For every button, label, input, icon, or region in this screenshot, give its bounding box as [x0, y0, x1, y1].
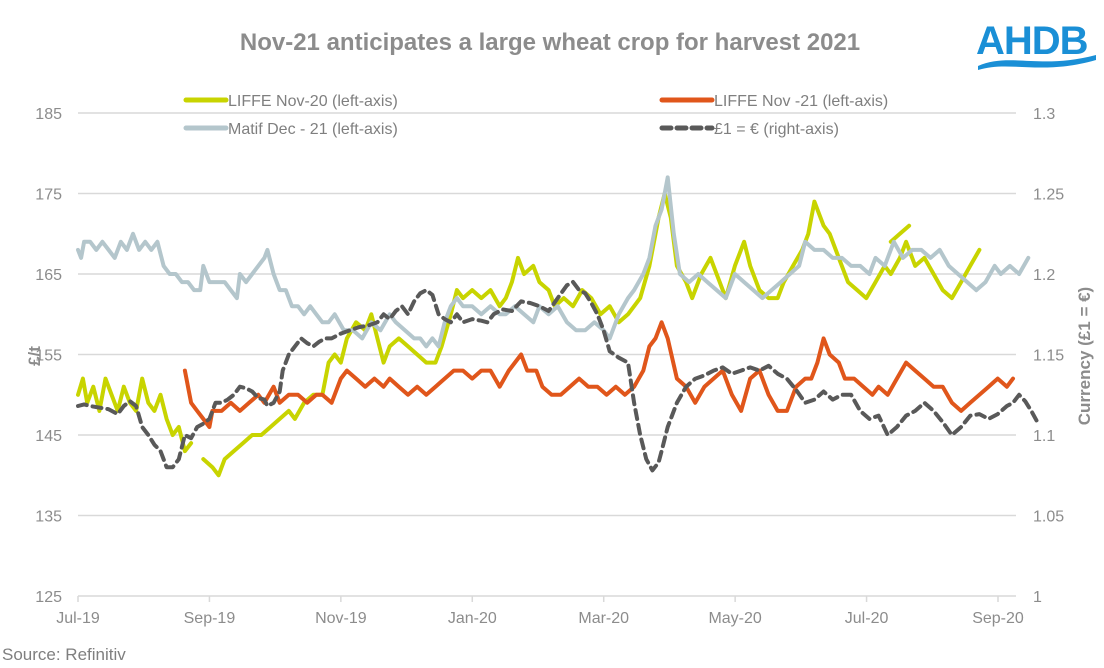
- y2-tick-label: 1.25: [1033, 187, 1064, 204]
- y-tick-label: 125: [35, 589, 62, 606]
- x-tick-label: Nov-19: [315, 610, 367, 627]
- logo-text: AHDB: [976, 19, 1088, 63]
- chart-title: Nov-21 anticipates a large wheat crop fo…: [240, 29, 860, 56]
- y2-tick-label: 1.3: [1033, 106, 1055, 123]
- y-tick-label: 175: [35, 187, 62, 204]
- y2-tick-label: 1.15: [1033, 348, 1064, 365]
- y-tick-label: 185: [35, 106, 62, 123]
- logo-wave-icon: [978, 55, 1096, 70]
- legend-label-liffe-nov-20: LIFFE Nov-20 (left-axis): [228, 93, 398, 110]
- y2-tick-label: 1.2: [1033, 267, 1055, 284]
- series-line-1-right-axis: [76, 280, 1040, 473]
- left-axis-title: £/t: [25, 346, 44, 366]
- series-line-matif-dec-21-left-axis: [76, 175, 979, 349]
- gridlines: [78, 112, 1016, 597]
- x-tick-label: Sep-20: [972, 610, 1024, 627]
- series-line-liffe-nov-21-left-axis: [182, 320, 1015, 429]
- y2-tick-label: 1.05: [1033, 509, 1064, 526]
- legend-label-matif-dec-21: Matif Dec - 21 (left-axis): [228, 121, 398, 138]
- ahdb-logo: AHDB: [976, 19, 1096, 70]
- right-axis-title: Currency (£1 = €): [1075, 287, 1094, 425]
- x-tick-label: Jul-19: [56, 610, 100, 627]
- x-tick-label: Mar-20: [578, 610, 629, 627]
- x-tick-label: Jul-20: [845, 610, 889, 627]
- y2-tick-label: 1.1: [1033, 428, 1055, 445]
- series-lines: [76, 175, 1040, 478]
- y-tick-label: 135: [35, 509, 62, 526]
- series-line-matif-dec-21-left-axis: [974, 255, 1031, 293]
- series-line-liffe-nov-20-left-axis: [888, 223, 912, 244]
- series-line-liffe-nov-20-left-axis: [76, 376, 194, 454]
- series-line-liffe-nov-20-left-axis: [201, 191, 982, 478]
- x-axis-ticks: Jul-19 Sep-19 Nov-19 Jan-20 Mar-20 May-20 Jul-…: [56, 596, 1024, 627]
- x-tick-label: May-20: [708, 610, 761, 627]
- y2-tick-label: 1: [1033, 589, 1042, 606]
- legend-label-liffe-nov-21: LIFFE Nov -21 (left-axis): [714, 93, 888, 110]
- left-axis-ticks: 125 135 145 155 165 175 185: [35, 106, 62, 606]
- x-tick-label: Jan-20: [448, 610, 497, 627]
- source-note: Source: Refinitiv: [2, 645, 126, 664]
- x-tick-label: Sep-19: [184, 610, 236, 627]
- y-tick-label: 145: [35, 428, 62, 445]
- legend-label-gbp-eur: £1 = € (right-axis): [714, 121, 839, 138]
- legend: LIFFE Nov-20 (left-axis) LIFFE Nov -21 (…: [183, 93, 888, 138]
- right-axis-ticks: 1 1.05 1.1 1.15 1.2 1.25 1.3: [1033, 106, 1064, 606]
- y-tick-label: 165: [35, 267, 62, 284]
- y-tick-label: 155: [35, 348, 62, 365]
